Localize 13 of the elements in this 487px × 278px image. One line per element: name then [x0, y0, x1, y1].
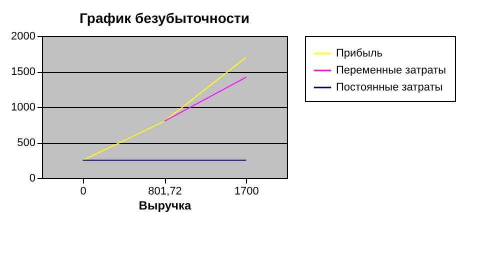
y-tick-label: 2000 — [11, 30, 36, 42]
y-tick-label: 500 — [17, 137, 36, 149]
x-tick-label: 1700 — [234, 186, 259, 198]
y-tick-label: 1000 — [11, 102, 36, 114]
y-tick-label: 1500 — [11, 66, 36, 78]
legend-label: Постоянные затраты — [336, 82, 443, 94]
x-axis-title: Выручка — [138, 198, 192, 212]
y-tick-label: 0 — [29, 172, 36, 184]
chart-title: График безубыточности — [79, 10, 250, 26]
x-tick-label: 0 — [80, 186, 86, 198]
legend-label: Переменные затраты — [336, 64, 446, 76]
legend-label: Прибыль — [336, 48, 383, 60]
x-tick-label: 801,72 — [148, 186, 182, 198]
